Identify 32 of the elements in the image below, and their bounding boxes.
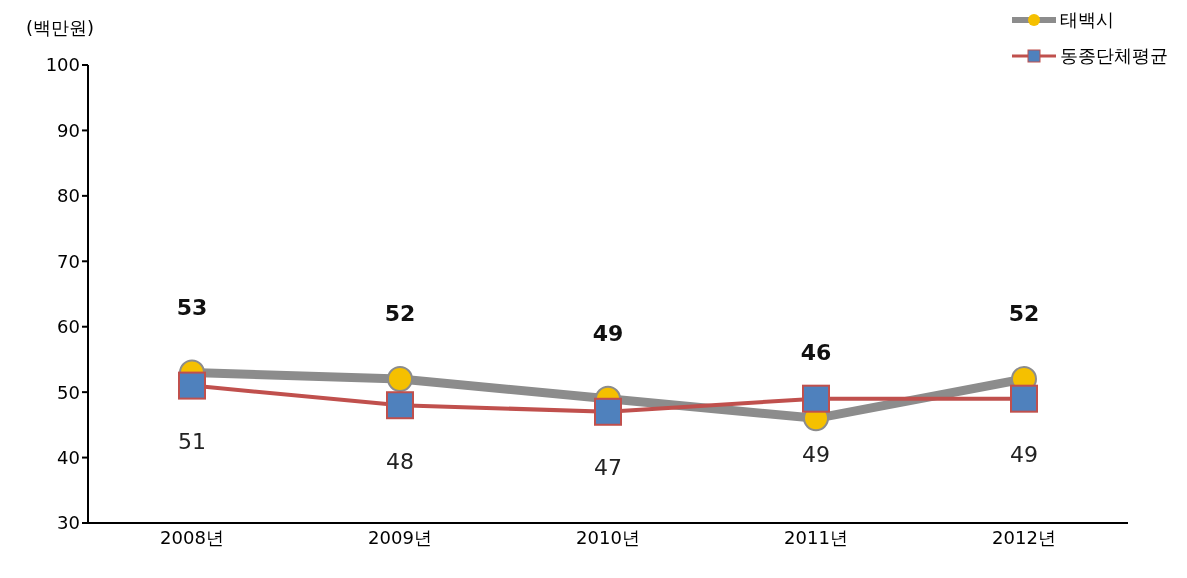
data-label: 52 — [384, 301, 416, 327]
data-label: 46 — [800, 340, 832, 366]
data-label: 51 — [178, 429, 206, 455]
data-label: 52 — [1008, 301, 1040, 327]
legend-label: 태백시 — [1060, 8, 1114, 32]
point — [386, 391, 414, 420]
x-tick-label: 2009년 — [368, 526, 432, 548]
x-tick-label: 2011년 — [784, 526, 848, 548]
data-label: 49 — [1010, 442, 1038, 468]
point — [594, 397, 622, 426]
data-label: 49 — [802, 442, 830, 468]
y-tick-label: 80 — [57, 185, 80, 207]
x-tick-label: 2012년 — [992, 526, 1056, 548]
point — [178, 371, 206, 400]
y-axis-title: (백만원) — [26, 16, 95, 40]
y-tick-label: 90 — [57, 119, 80, 141]
y-tick-label: 50 — [57, 381, 80, 403]
x-tick-label: 2008년 — [160, 526, 224, 548]
y-tick-label: 60 — [57, 316, 80, 338]
y-tick-label: 100 — [45, 54, 80, 76]
data-label: 53 — [176, 294, 208, 320]
y-tick-label: 40 — [57, 446, 80, 468]
data-label: 47 — [594, 455, 622, 481]
data-label: 49 — [592, 320, 624, 346]
legend-label: 동종단체평균 — [1060, 44, 1168, 68]
x-tick-label: 2010년 — [576, 526, 640, 548]
point — [802, 384, 830, 413]
point — [1010, 384, 1038, 413]
y-tick-label: 30 — [57, 512, 80, 534]
y-tick-label: 70 — [57, 250, 80, 272]
data-label: 48 — [386, 448, 414, 474]
point — [387, 366, 413, 393]
